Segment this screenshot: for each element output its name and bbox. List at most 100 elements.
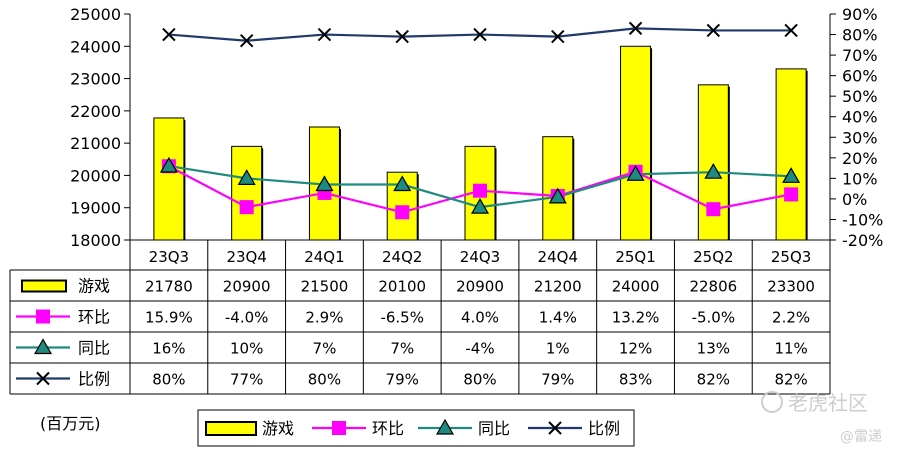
- data-label: 2.9%: [305, 309, 343, 327]
- data-point: [239, 200, 254, 215]
- data-label: 10%: [230, 340, 263, 358]
- data-label: -4.0%: [225, 309, 269, 327]
- tiger-logo-icon: [761, 391, 783, 413]
- data-label: 83%: [619, 371, 652, 389]
- data-label: 22806: [689, 278, 737, 296]
- y-left-tick-label: 24000: [70, 37, 121, 56]
- y-right-tick-label: 50%: [842, 87, 878, 106]
- data-point: [315, 175, 334, 192]
- data-label: -5.0%: [692, 309, 736, 327]
- data-table: 23Q3 23Q4 24Q1 24Q2 24Q3 24Q4 25Q1 25Q2 25Q3 游戏 21…: [9, 239, 831, 395]
- data-label: 77%: [230, 371, 263, 389]
- y-left-tick-label: 21000: [70, 134, 121, 153]
- data-point: [317, 27, 332, 42]
- category-label: 24Q4: [538, 248, 578, 266]
- y-left-tick-label: 23000: [70, 70, 121, 89]
- data-label: 20100: [378, 278, 426, 296]
- category-label: 24Q2: [382, 248, 422, 266]
- legend-key-bar: [21, 279, 67, 293]
- y-right-tick-label: 20%: [842, 149, 878, 168]
- data-label: 20900: [456, 278, 504, 296]
- data-label: 11%: [774, 340, 807, 358]
- legend-label: 同比: [478, 419, 510, 438]
- data-point: [393, 175, 412, 192]
- y-left-tick-label: 18000: [70, 231, 121, 250]
- y-right-tick-label: 30%: [842, 128, 878, 147]
- data-label: 82%: [697, 371, 730, 389]
- y-right-tick-label: 0%: [842, 190, 867, 209]
- data-label: 7%: [313, 340, 337, 358]
- data-label: 79%: [386, 371, 419, 389]
- legend-key-marker: [36, 309, 50, 324]
- category-label: 25Q2: [693, 248, 733, 266]
- legend-label: 比例: [588, 419, 620, 438]
- data-label: 79%: [541, 371, 574, 389]
- data-point: [395, 29, 409, 44]
- axes: 18000 19000 20000 21000 22000 23000 24000 25000…: [70, 5, 883, 250]
- unit-label: (百万元): [40, 414, 101, 433]
- legend-swatch-marker: [548, 421, 562, 435]
- data-label: 16%: [152, 340, 185, 358]
- data-point: [706, 202, 721, 217]
- data-point: [551, 29, 565, 44]
- data-label: 4.0%: [461, 309, 499, 327]
- data-label: 21500: [301, 278, 349, 296]
- y-right-tick-label: 90%: [842, 5, 878, 24]
- data-point: [704, 162, 723, 179]
- legend-label: 环比: [372, 419, 404, 438]
- data-point: [628, 21, 643, 36]
- bar: [775, 68, 807, 241]
- data-label: 20900: [223, 278, 271, 296]
- y-left-tick-label: 20000: [70, 166, 121, 185]
- y-right-tick-label: 70%: [842, 46, 878, 65]
- data-point: [470, 197, 490, 214]
- data-label: 80%: [152, 371, 185, 389]
- data-point: [782, 167, 801, 183]
- data-label: -4%: [465, 340, 494, 358]
- data-label: 13%: [697, 340, 730, 358]
- bar: [231, 145, 263, 241]
- data-point: [706, 23, 721, 38]
- y-left-tick-label: 22000: [70, 102, 121, 121]
- data-point: [473, 183, 487, 198]
- y-right-tick-label: 40%: [842, 108, 878, 127]
- y-right-tick-label: -20%: [842, 231, 883, 250]
- category-label: 23Q4: [226, 248, 266, 266]
- data-point: [239, 34, 254, 48]
- data-label: 2.2%: [772, 309, 810, 327]
- data-point: [784, 187, 799, 202]
- bar: [620, 45, 652, 241]
- category-label: 24Q3: [460, 248, 500, 266]
- data-label: -6.5%: [380, 309, 424, 327]
- data-label: 24000: [612, 278, 660, 296]
- data-label: 21200: [534, 278, 582, 296]
- row-label: 同比: [78, 339, 110, 358]
- data-point: [237, 169, 256, 185]
- data-label: 15.9%: [145, 309, 193, 327]
- data-label: 23300: [767, 278, 815, 296]
- data-label: 1.4%: [539, 309, 577, 327]
- legend-key-marker: [36, 371, 50, 386]
- data-label: 12%: [619, 340, 652, 358]
- y-right-tick-label: 80%: [842, 26, 878, 45]
- data-point: [162, 27, 176, 42]
- data-label: 80%: [463, 371, 496, 389]
- legend-swatch-bar: [205, 421, 257, 436]
- y-left-tick-label: 19000: [70, 199, 121, 218]
- bar: [153, 117, 185, 241]
- data-label: 80%: [308, 371, 341, 389]
- category-label: 25Q1: [615, 248, 655, 266]
- data-label: 13.2%: [612, 309, 660, 327]
- watermark: 老虎社区 @雷递: [761, 391, 882, 445]
- data-point: [784, 23, 798, 38]
- row-label: 环比: [78, 308, 110, 327]
- category-label: 24Q1: [304, 248, 344, 266]
- data-label: 1%: [546, 340, 570, 358]
- lines: [159, 21, 801, 220]
- data-point: [159, 156, 178, 173]
- watermark-main: 老虎社区: [788, 391, 868, 415]
- data-point: [473, 27, 487, 42]
- y-right-tick-label: 10%: [842, 169, 878, 188]
- legend-swatch-marker: [332, 421, 346, 435]
